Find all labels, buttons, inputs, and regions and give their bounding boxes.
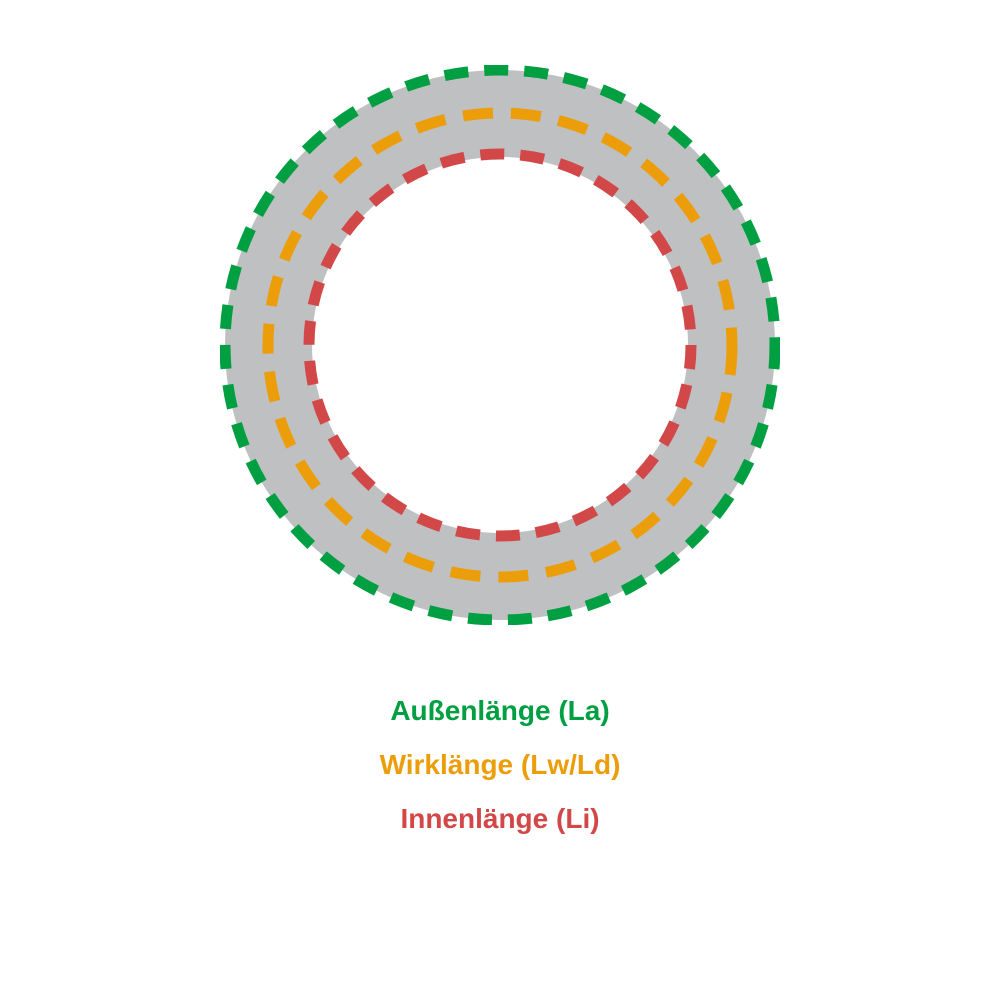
legend-inner-length: Innenlänge (Li) — [400, 803, 599, 835]
legend: Außenlänge (La) Wirklänge (Lw/Ld) Innenl… — [380, 695, 621, 835]
legend-outer-length: Außenlänge (La) — [390, 695, 609, 727]
belt-length-diagram — [220, 65, 780, 625]
legend-effective-length: Wirklänge (Lw/Ld) — [380, 749, 621, 781]
concentric-circles-svg — [220, 65, 780, 625]
